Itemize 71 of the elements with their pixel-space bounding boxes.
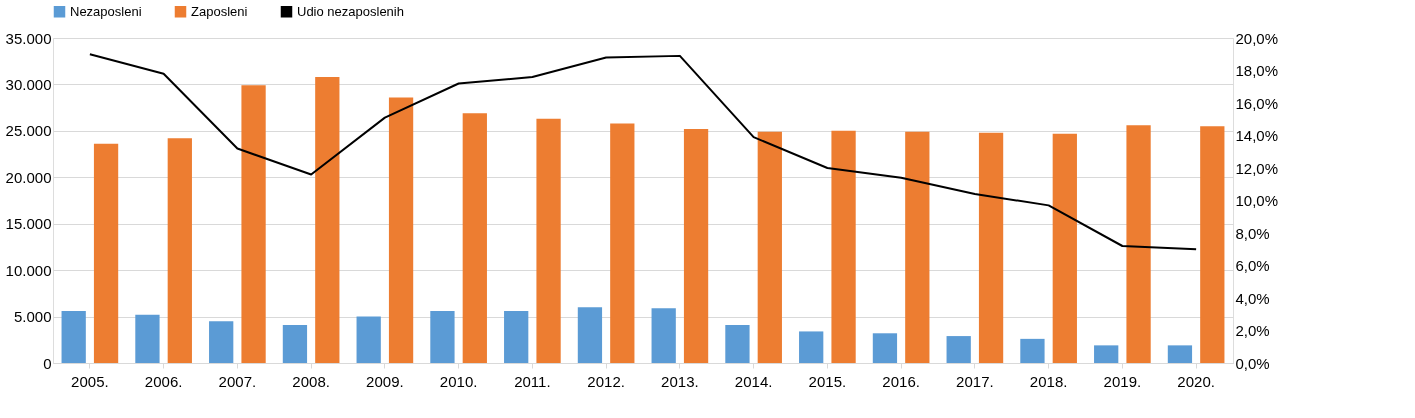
bar [167, 138, 192, 363]
legend-label: Udio nezaposlenih [297, 3, 404, 19]
x-tick-label: 2015. [808, 372, 847, 390]
x-tick-label: 2005. [71, 372, 109, 390]
x-tick-label: 2016. [882, 372, 920, 390]
y2-tick-label: 0,0% [1235, 354, 1270, 372]
bar [651, 308, 676, 363]
bar [978, 132, 1004, 363]
y-tick-label: 35.000 [5, 29, 52, 47]
bar [577, 307, 603, 363]
x-tick-label: 2011. [514, 372, 551, 390]
bar [430, 311, 455, 363]
bar [1200, 126, 1225, 363]
y-tick-label: 30.000 [5, 75, 52, 93]
y2-tick-label: 14,0% [1235, 127, 1279, 144]
legend-label: Nezaposleni [70, 3, 142, 19]
bar [209, 321, 234, 363]
bar [683, 129, 709, 363]
bar [1126, 125, 1151, 363]
bar [282, 324, 308, 363]
x-tick-label: 2014. [734, 372, 773, 390]
bar [135, 314, 160, 363]
x-tick-label: 2010. [439, 372, 478, 390]
x-tick-label: 2017. [956, 372, 994, 390]
y2-tick-label: 10,0% [1235, 192, 1279, 209]
bar [1167, 345, 1193, 363]
bar [1094, 345, 1119, 363]
bar [315, 77, 340, 363]
y2-tick-label: 8,0% [1235, 224, 1270, 242]
y-tick-label: 25.000 [5, 122, 52, 140]
x-tick-label: 2013. [661, 372, 699, 390]
bar [93, 143, 119, 363]
y2-tick-label: 4,0% [1235, 289, 1270, 307]
bar [504, 311, 529, 363]
y-tick-label: 20.000 [5, 168, 52, 186]
y2-tick-label: 6,0% [1235, 257, 1270, 274]
bar [388, 97, 414, 363]
x-tick-label: 2020. [1177, 372, 1215, 390]
bar [610, 123, 635, 363]
x-tick-label: 2009. [366, 372, 404, 390]
y-tick-label: 0 [43, 354, 52, 372]
bar [872, 333, 898, 363]
y-tick-label: 5.000 [13, 308, 52, 326]
y-tick-label: 10.000 [5, 261, 52, 279]
bar [757, 131, 782, 363]
x-tick-label: 2018. [1029, 372, 1068, 390]
x-tick-label: 2007. [218, 372, 257, 390]
bar [356, 316, 381, 363]
x-tick-label: 2012. [587, 372, 625, 390]
y2-tick-label: 18,0% [1235, 62, 1279, 79]
bar [462, 113, 487, 363]
bar [61, 311, 86, 363]
legend-label: Zaposleni [191, 3, 248, 19]
bar [241, 85, 266, 363]
y2-tick-label: 2,0% [1235, 322, 1270, 339]
bar [905, 131, 930, 363]
x-tick-label: 2006. [144, 372, 183, 390]
bar [1052, 133, 1077, 363]
x-tick-label: 2019. [1103, 372, 1142, 390]
line-series [88, 53, 1198, 251]
y-tick-label: 15.000 [5, 215, 52, 233]
bar [946, 336, 971, 363]
y2-tick-label: 16,0% [1235, 94, 1279, 112]
bar [799, 331, 824, 363]
bar [1020, 338, 1045, 363]
y2-tick-label: 20,0% [1235, 29, 1279, 47]
y2-tick-label: 12,0% [1235, 159, 1279, 177]
bar [536, 118, 561, 363]
bar [725, 324, 750, 363]
bar [831, 130, 856, 363]
x-tick-label: 2008. [292, 372, 330, 390]
